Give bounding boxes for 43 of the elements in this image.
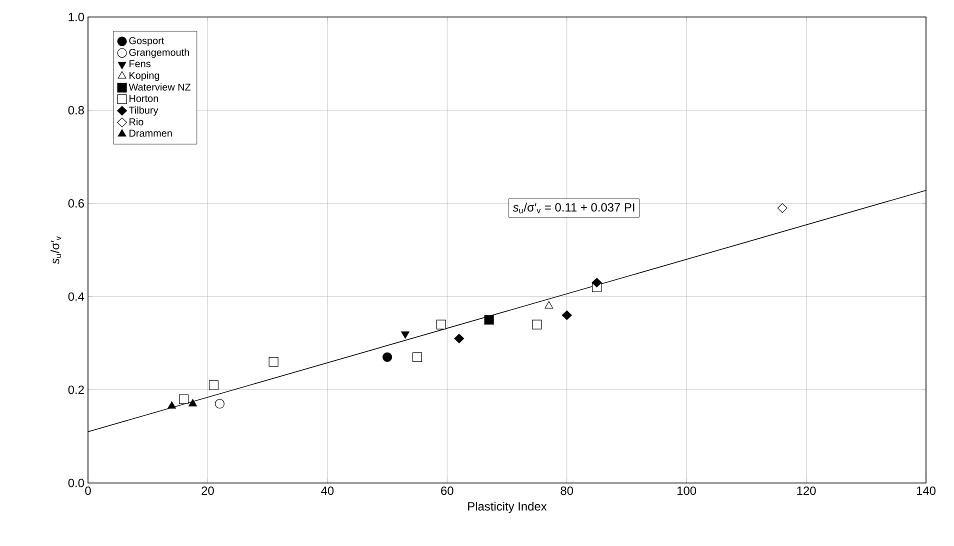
point: [412, 352, 422, 362]
annotation: s$_{u}$/σ′$_{v}$ = 0.11 + 0.037 PI: [512, 202, 634, 214]
x-axis-title: Plasticity Index: [468, 502, 547, 513]
y-tick-label: 0.2: [68, 386, 84, 394]
point: [544, 301, 554, 308]
y-axis-title: s$_{u}$/σ′$_{v}$: [50, 236, 62, 264]
point: [188, 398, 197, 406]
point: [777, 203, 788, 213]
x-tick-label: 40: [321, 486, 334, 495]
x-tick-label: 120: [797, 486, 816, 495]
y-tick-label: 1.0: [68, 12, 84, 22]
point: [401, 331, 410, 339]
y-tick-label: 0.4: [68, 292, 84, 301]
legend-label: Drammen: [130, 130, 172, 137]
legend-label: Tilbury: [128, 106, 158, 116]
legend-label: Koping: [130, 72, 160, 81]
x-tick-label: 60: [441, 486, 454, 495]
point: [208, 380, 218, 390]
y-tick-label: 0.8: [68, 106, 84, 114]
x-tick-label: 80: [560, 486, 574, 495]
legend-label: Waterview NZ: [128, 83, 191, 91]
x-tick-label: 20: [202, 486, 214, 495]
point: [214, 398, 224, 409]
y-tick-label: 0.6: [68, 199, 84, 208]
legend-label: Gosport: [129, 37, 164, 46]
x-tick-label: 140: [916, 486, 936, 495]
point: [178, 394, 189, 404]
point: [382, 352, 392, 362]
point: [532, 320, 542, 330]
legend-label: Grangemouth: [129, 48, 189, 58]
legend-label: Horton: [130, 95, 158, 102]
legend-label: Rio: [130, 118, 144, 126]
point: [268, 357, 278, 367]
point: [562, 310, 572, 320]
legend-label: Fens: [130, 60, 151, 68]
point: [436, 320, 446, 330]
y-tick-label: 0.0: [68, 478, 84, 488]
x-tick-label: 100: [678, 486, 696, 495]
point: [484, 315, 494, 325]
point: [454, 334, 464, 344]
point: [592, 278, 602, 288]
x-tick-label: 0: [85, 486, 91, 495]
point: [168, 401, 176, 409]
